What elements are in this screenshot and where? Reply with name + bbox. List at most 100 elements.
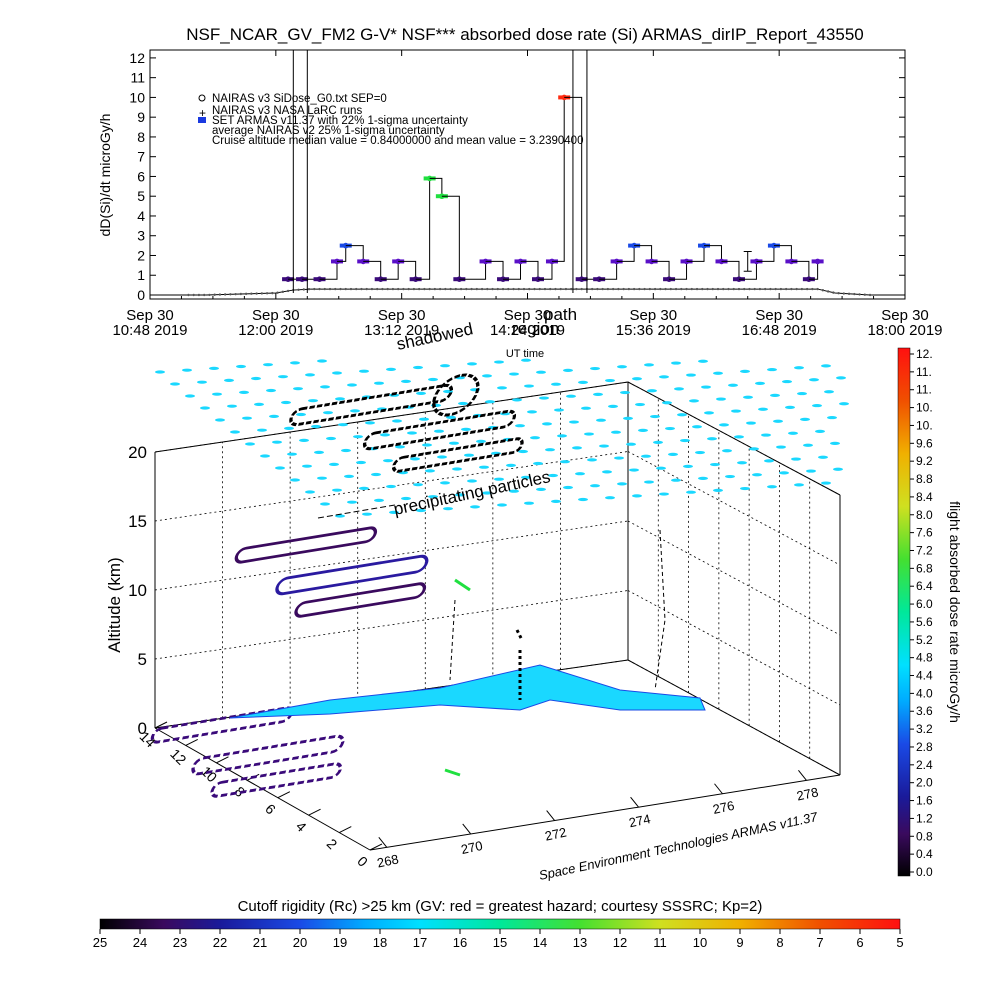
particle-marker — [317, 476, 327, 480]
lat-tick-mark — [154, 721, 168, 729]
particle-marker — [419, 417, 429, 421]
particle-marker — [686, 490, 696, 494]
nairas-point — [790, 287, 793, 291]
nairas-point — [507, 287, 510, 291]
particle-marker — [353, 435, 363, 439]
particle-marker — [599, 444, 609, 448]
nairas-point — [863, 293, 867, 296]
armas-connector — [537, 261, 553, 280]
particle-marker — [251, 376, 261, 381]
nairas-point — [680, 287, 683, 291]
particle-marker — [710, 462, 720, 467]
particle-marker — [344, 474, 354, 478]
particle-marker — [272, 440, 282, 444]
nairas-point — [653, 287, 657, 291]
altitude-tick-label: 20 — [128, 443, 147, 462]
particle-marker — [494, 477, 504, 481]
particle-marker — [155, 370, 165, 374]
rigidity-tick-label: 18 — [373, 935, 387, 950]
particle-marker — [713, 488, 723, 492]
rigidity-tick-label: 25 — [93, 935, 107, 950]
armas-connector — [686, 245, 705, 262]
armas-connector — [429, 177, 443, 197]
particle-marker — [671, 478, 681, 482]
particle-marker — [359, 486, 369, 490]
particle-marker — [704, 411, 714, 415]
nairas-point — [763, 287, 767, 291]
particle-marker — [626, 442, 636, 446]
armas-connector — [363, 260, 382, 280]
particle-marker — [440, 481, 450, 485]
rigidity-tick-label: 15 — [493, 935, 507, 950]
nairas-point — [208, 293, 211, 297]
particle-marker — [254, 402, 264, 406]
top-series — [150, 50, 905, 297]
nairas-point — [753, 287, 756, 291]
nairas-point — [811, 287, 814, 291]
particle-marker — [296, 412, 306, 417]
particle-marker — [554, 408, 564, 412]
nairas-point — [370, 287, 374, 291]
particle-marker — [305, 490, 315, 494]
nairas-point — [486, 287, 489, 291]
nairas-point — [234, 292, 237, 296]
particle-marker — [833, 467, 843, 471]
altitude-gridline — [627, 590, 841, 706]
dose-tick-label: 7.6 — [916, 526, 933, 540]
top-x-tick-label: 10:48 2019 — [112, 322, 187, 339]
particle-marker — [482, 491, 492, 495]
nairas-point — [617, 287, 620, 291]
particle-marker — [623, 416, 633, 420]
dose-tick-label: 0.4 — [916, 847, 933, 861]
particle-marker — [209, 366, 219, 370]
nairas-point — [444, 287, 447, 291]
top-x-tick-label: 18:00 2019 — [867, 322, 942, 339]
nairas-point — [664, 287, 667, 291]
nairas-point — [197, 293, 201, 297]
particle-marker — [635, 402, 645, 407]
ground-flight-projection — [191, 734, 345, 776]
particle-marker — [509, 372, 519, 376]
top-flight-projection — [391, 437, 524, 473]
particle-marker — [320, 385, 330, 389]
dose-tick-label: 4.8 — [916, 651, 933, 665]
rigidity-tick-label: 22 — [213, 935, 227, 950]
nairas-point — [858, 293, 861, 296]
particle-marker — [590, 484, 600, 488]
top-y-tick-label: 6 — [137, 168, 145, 184]
particle-marker — [290, 361, 300, 365]
nairas-point — [334, 287, 337, 291]
shadow-path — [449, 529, 666, 691]
particle-marker — [458, 401, 468, 406]
dose-tick-label: 3.6 — [916, 704, 933, 718]
particle-marker — [701, 385, 711, 389]
top-y-tick-label: 3 — [137, 228, 145, 244]
particle-marker — [740, 486, 750, 491]
armas-connector — [485, 260, 504, 280]
lon-tick-label: 268 — [376, 851, 400, 870]
nairas-point — [381, 287, 384, 291]
particle-marker — [515, 424, 525, 428]
armas-connector — [669, 261, 688, 280]
nairas-point — [276, 291, 279, 294]
particle-marker — [275, 466, 285, 470]
particle-marker — [287, 452, 297, 456]
particle-marker — [332, 488, 342, 492]
particle-marker — [563, 485, 573, 490]
armas-connector — [616, 245, 635, 262]
rigidity-colorbar-ticks: 25 24 23 22 21 20 19 18 17 16 15 14 13 12 11 10 9 8 7 6 5 — [93, 929, 904, 950]
particle-marker — [461, 427, 471, 431]
particle-marker — [509, 489, 519, 493]
particle-marker — [830, 441, 840, 445]
dose-tick-label: 1.2 — [916, 811, 933, 825]
particle-marker — [815, 429, 825, 433]
top-y-tick-label: 9 — [137, 109, 145, 125]
dose-tick-label: 4.0 — [916, 686, 933, 700]
top-flight-projection — [432, 373, 480, 417]
nairas-point — [868, 293, 872, 297]
nairas-point — [239, 292, 243, 296]
particle-marker — [587, 458, 597, 462]
particle-marker — [311, 424, 321, 429]
particle-marker — [242, 416, 252, 420]
